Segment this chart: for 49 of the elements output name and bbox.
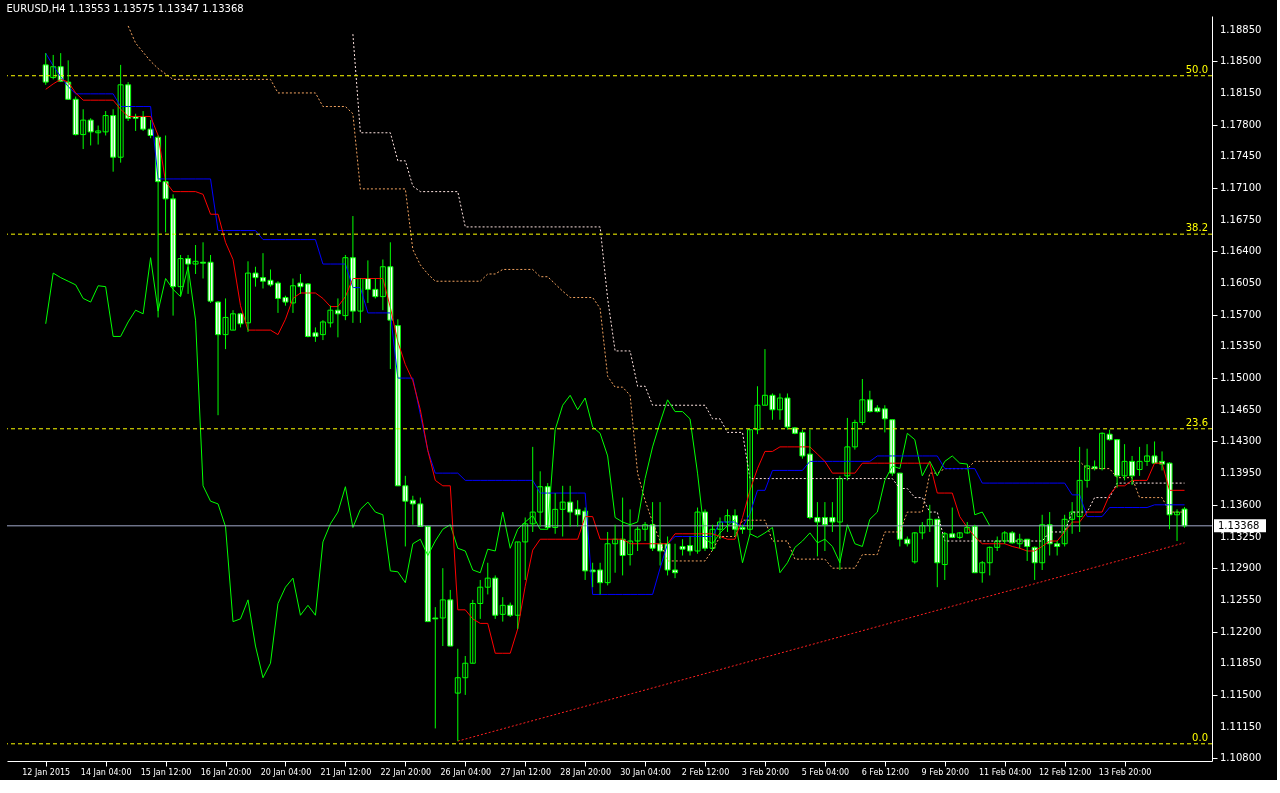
y-tick-label: 1.11500	[1220, 688, 1262, 700]
x-tick-label: 16 Jan 20:00	[200, 767, 252, 777]
x-tick-label: 13 Feb 20:00	[1098, 767, 1152, 777]
ref-line-label: 1.13368	[1218, 519, 1260, 531]
y-tick-label: 1.14300	[1220, 435, 1262, 447]
x-tick-label: 5 Feb 04:00	[801, 767, 850, 777]
y-tick-label: 1.15350	[1220, 340, 1262, 352]
y-tick-label: 1.18500	[1220, 55, 1262, 67]
y-tick-label: 1.18150	[1220, 86, 1262, 98]
x-tick-label: 14 Jan 04:00	[80, 767, 132, 777]
x-tick-label: 22 Jan 20:00	[380, 767, 432, 777]
y-tick-label: 1.17100	[1220, 181, 1262, 193]
x-tick-label: 15 Jan 12:00	[140, 767, 192, 777]
x-tick-label: 6 Feb 12:00	[861, 767, 910, 777]
y-tick-label: 1.17800	[1220, 118, 1262, 130]
x-tick-label: 9 Feb 20:00	[921, 767, 969, 777]
annotation: 0.0	[1192, 731, 1208, 743]
x-tick-label: 27 Jan 12:00	[500, 767, 552, 777]
x-tick-label: 26 Jan 04:00	[440, 767, 492, 777]
x-tick-label: 30 Jan 04:00	[620, 767, 671, 777]
y-tick-label: 1.16400	[1220, 245, 1262, 257]
x-tick-label: 2 Feb 12:00	[681, 767, 730, 777]
y-tick-label: 1.15700	[1220, 308, 1262, 320]
x-tick-label: 20 Jan 04:00	[260, 767, 312, 777]
chart-title: EURUSD,H4 1.13553 1.13575 1.13347 1.13368	[6, 3, 244, 14]
y-tick-label: 1.18850	[1220, 23, 1262, 35]
y-tick-label: 1.17450	[1220, 150, 1262, 162]
annotation: 38.2	[1185, 222, 1208, 234]
x-tick-label: 12 Feb 12:00	[1038, 767, 1092, 777]
y-tick-label: 1.12200	[1220, 625, 1262, 637]
y-tick-label: 1.12550	[1220, 593, 1262, 605]
x-tick-label: 21 Jan 12:00	[320, 767, 372, 777]
y-tick-label: 1.16050	[1220, 277, 1262, 289]
y-tick-label: 1.10800	[1220, 752, 1262, 764]
y-tick-label: 1.12900	[1220, 562, 1262, 574]
y-tick-label: 1.11850	[1220, 657, 1262, 669]
y-tick-label: 1.13600	[1220, 498, 1262, 510]
y-tick-label: 1.15000	[1220, 372, 1262, 384]
y-tick-label: 1.16750	[1220, 213, 1262, 225]
y-tick-label: 1.13950	[1220, 467, 1262, 479]
y-tick-label: 1.13250	[1220, 530, 1262, 542]
y-tick-label: 1.14650	[1220, 403, 1262, 415]
x-tick-label: 3 Feb 20:00	[741, 767, 790, 777]
y-tick-label: 1.11150	[1220, 720, 1262, 732]
annotation: 23.6	[1185, 416, 1208, 428]
annotation: 50.0	[1185, 63, 1208, 75]
x-tick-label: 28 Jan 20:00	[560, 767, 611, 777]
x-tick-label: 11 Feb 04:00	[978, 767, 1032, 777]
x-tick-label: 12 Jan 2015	[22, 767, 71, 777]
